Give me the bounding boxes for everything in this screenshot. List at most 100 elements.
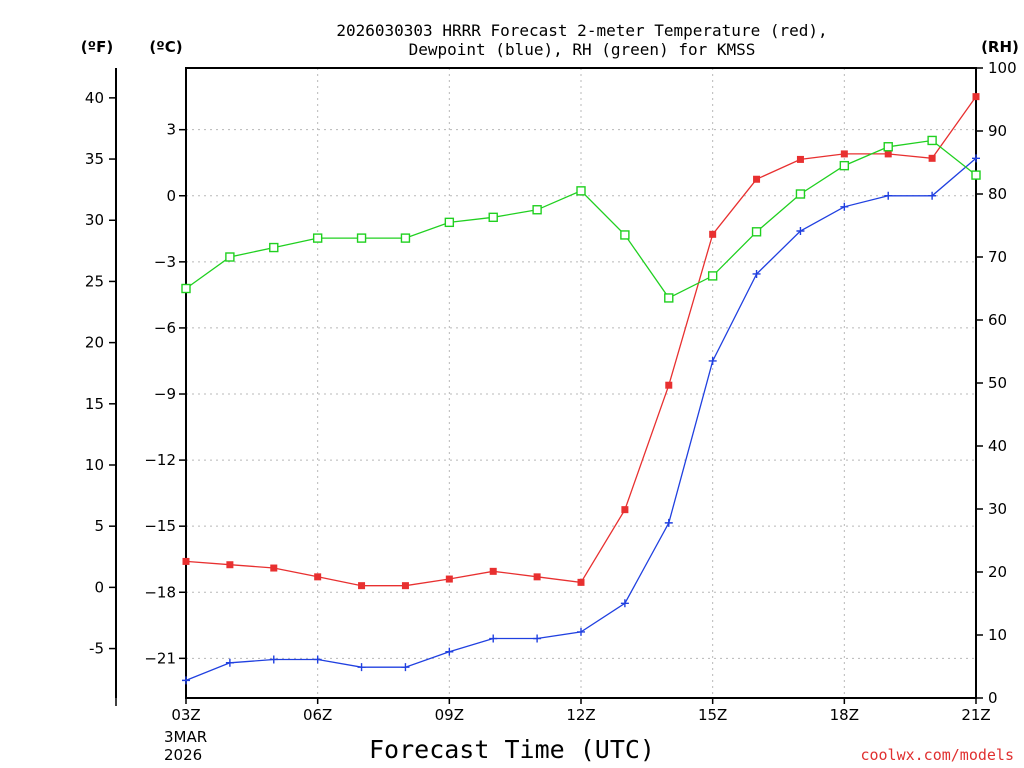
dewpoint-point [928,191,937,200]
dewpoint-point [577,627,585,636]
rh-tick-label: 80 [988,185,1007,203]
rh-point [225,252,235,262]
temperature-point [840,150,848,158]
rh-point [181,283,191,294]
rh-tick-label: 50 [988,374,1007,392]
temperature-point [270,564,278,572]
temperature-point [358,582,366,590]
temperature-point [753,175,761,183]
celsius-tick-label: −12 [144,451,176,469]
dewpoint-point [752,269,761,278]
dewpoint-point [182,676,190,685]
rh-point [488,212,498,223]
temperature-point [709,230,717,238]
fahrenheit-tick-label: 10 [85,456,104,474]
fahrenheit-tick-label: 0 [94,578,104,596]
fahrenheit-tick-label: 15 [85,395,104,413]
x-tick-label: 06Z [303,706,332,724]
dewpoint-point [269,655,278,664]
rh-point [927,135,937,146]
temperature-point [621,506,629,514]
temperature-point [226,561,234,569]
x-tick-label: 15Z [698,706,727,724]
celsius-tick-label: 3 [166,121,176,139]
rh-point [312,233,323,243]
temperature-point [533,573,541,581]
temperature-point [182,557,190,565]
grid-lines [186,68,976,698]
rh-tick-label: 40 [988,437,1007,455]
dewpoint-point [313,655,322,664]
rh-point [751,227,762,237]
temperature-point [972,93,980,101]
rh-point [664,293,674,303]
rh-unit-label: (RH) [981,38,1019,56]
rh-tick-label: 70 [988,248,1007,266]
rh-point [620,230,630,240]
rh-point [532,205,542,215]
tick-labels: 03Z 06Z 09Z 12Z 15Z 18Z 21Z 3 0 −3 −6 −9 −12 −15 −18 −2… [85,59,1017,724]
rh-point [883,142,893,152]
rh-tick-label: 60 [988,311,1007,329]
dewpoint-point [664,518,673,527]
fahrenheit-tick-label: 5 [94,517,104,535]
rh-tick-label: 100 [988,59,1017,77]
temperature-point [314,573,322,581]
dewpoint-point [225,658,234,667]
date-label-line-2: 2026 [164,746,202,764]
series-layer [181,93,981,685]
rh-point [971,170,981,180]
rh-tick-label: 10 [988,626,1007,644]
celsius-tick-label: 0 [166,187,176,205]
temperature-point [577,578,585,586]
temperature-point [928,154,936,162]
temperature-point [884,150,892,158]
x-tick-label: 09Z [435,706,464,724]
fahrenheit-tick-label: 20 [85,334,104,352]
x-tick-label: 12Z [566,706,595,724]
celsius-tick-label: −21 [144,649,176,667]
x-tick-label: 18Z [830,706,859,724]
chart-title-line-1: 2026030303 HRRR Forecast 2-meter Tempera… [336,21,827,40]
rh-point [444,217,455,228]
celsius-tick-label: −15 [144,517,176,535]
rh-tick-label: 90 [988,122,1007,140]
dewpoint-point [357,663,366,672]
fahrenheit-tick-label: 35 [85,150,104,168]
dewpoint-point [489,634,498,643]
x-tick-label: 03Z [171,706,200,724]
temperature-point [489,567,497,575]
fahrenheit-tick-label: 25 [85,272,104,290]
dewpoint-point [884,191,893,200]
rh-tick-label: 0 [988,689,998,707]
celsius-unit-label: (ºC) [149,38,182,56]
rh-point [356,233,367,243]
fahrenheit-unit-label: (ºF) [81,38,113,56]
temperature-point [796,155,804,163]
fahrenheit-tick-label: -5 [89,640,104,658]
celsius-tick-label: −18 [144,583,176,601]
temperature-point [401,582,409,590]
temperature-point [445,575,453,583]
rh-point [707,271,718,281]
celsius-tick-label: −3 [154,253,176,271]
dewpoint-point [972,154,980,163]
rh-point [400,233,411,243]
fahrenheit-tick-label: 40 [85,89,104,107]
temperature-point [665,381,673,389]
dewpoint-point [840,202,849,211]
dewpoint-point [401,663,410,672]
credit-text: coolwx.com/models [860,746,1014,764]
dewpoint-point [533,634,542,643]
dewpoint-point [445,647,454,656]
celsius-tick-label: −9 [154,385,176,403]
rh-point [795,189,806,199]
dewpoint-point [796,227,805,236]
rh-point [269,242,279,253]
rh-point [576,186,586,196]
date-label-line-1: 3MAR [164,728,207,746]
x-tick-label: 21Z [961,706,990,724]
celsius-tick-label: −6 [154,319,176,337]
x-axis-title: Forecast Time (UTC) [369,735,655,764]
